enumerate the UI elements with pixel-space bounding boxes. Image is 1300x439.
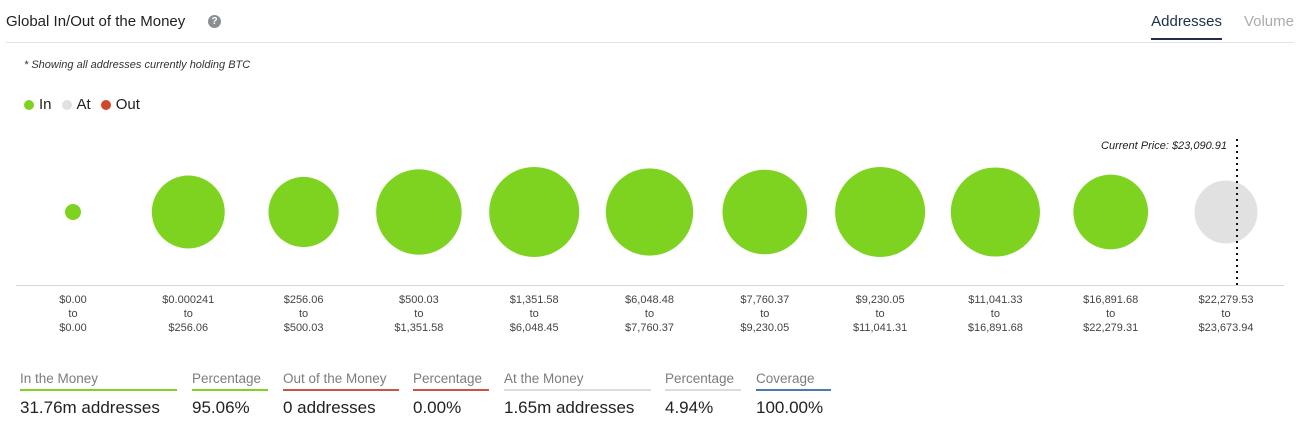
legend: In At Out bbox=[24, 96, 140, 113]
bucket-to-label: $23,673.94 bbox=[1198, 322, 1253, 334]
help-icon[interactable]: ? bbox=[208, 15, 221, 28]
page-title: Global In/Out of the Money bbox=[6, 13, 186, 30]
legend-item-in[interactable]: In bbox=[24, 96, 52, 113]
chart-note: * Showing all addresses currently holdin… bbox=[24, 59, 251, 71]
stat-value: 31.76m addresses bbox=[20, 398, 160, 417]
bubble-9[interactable] bbox=[1073, 174, 1149, 250]
bubble-5[interactable] bbox=[605, 168, 694, 256]
bucket-to-label: $0.00 bbox=[59, 322, 87, 334]
bubble-0[interactable] bbox=[65, 204, 81, 220]
bubble-10[interactable] bbox=[1194, 180, 1258, 244]
stat-rule bbox=[413, 389, 489, 391]
tab-addresses[interactable]: Addresses bbox=[1151, 13, 1222, 40]
bubble-6[interactable] bbox=[722, 169, 808, 255]
bucket-from-label: $7,760.37 bbox=[740, 294, 789, 306]
stat-at-percentage: Percentage 4.94% bbox=[665, 371, 741, 418]
stat-value: 4.94% bbox=[665, 398, 714, 417]
stat-rule bbox=[283, 389, 399, 391]
stat-out-percentage: Percentage 0.00% bbox=[413, 371, 489, 418]
bucket-from-label: $0.00 bbox=[59, 294, 87, 306]
stat-value: 0.00% bbox=[413, 398, 462, 417]
stat-in-percentage: Percentage 95.06% bbox=[192, 371, 268, 418]
bubble-chart: $0.00 to $0.00 $0.000241 to $256.06 $256.06 to $… bbox=[16, 139, 1284, 334]
bucket-to-label: $6,048.45 bbox=[510, 322, 559, 334]
legend-dot-at-icon bbox=[61, 99, 72, 110]
header-divider bbox=[6, 42, 1294, 43]
bucket-to-label: $1,351.58 bbox=[394, 322, 443, 334]
bubble-2[interactable] bbox=[268, 176, 339, 248]
stat-value: 0 addresses bbox=[283, 398, 376, 417]
bucket-to-word: to bbox=[760, 308, 769, 320]
stat-label: Percentage bbox=[413, 371, 483, 386]
bucket-from-label: $16,891.68 bbox=[1083, 294, 1138, 306]
tab-volume[interactable]: Volume bbox=[1243, 13, 1294, 30]
stat-coverage: Coverage 100.00% bbox=[756, 371, 831, 418]
bucket-to-label: $500.03 bbox=[284, 322, 324, 334]
bucket-to-word: to bbox=[414, 308, 423, 320]
bubble-4[interactable] bbox=[489, 167, 580, 257]
bucket-to-word: to bbox=[1221, 308, 1230, 320]
bucket-to-word: to bbox=[68, 308, 77, 320]
bucket-to-label: $7,760.37 bbox=[625, 322, 674, 334]
bucket-from-label: $9,230.05 bbox=[856, 294, 905, 306]
bucket-from-label: $11,041.33 bbox=[968, 294, 1022, 306]
bucket-from-label: $6,048.48 bbox=[625, 294, 674, 306]
bubble-8[interactable] bbox=[950, 167, 1040, 257]
stat-rule bbox=[756, 389, 831, 391]
stat-value: 1.65m addresses bbox=[504, 398, 635, 417]
legend-label-at: At bbox=[76, 96, 91, 113]
bubble-7[interactable] bbox=[835, 167, 926, 257]
stat-label: Percentage bbox=[192, 371, 262, 386]
legend-dot-in-icon bbox=[24, 99, 34, 110]
stat-label: Out of the Money bbox=[283, 371, 387, 386]
bubble-1[interactable] bbox=[151, 175, 225, 249]
bucket-to-word: to bbox=[299, 308, 308, 320]
bucket-from-label: $500.03 bbox=[399, 294, 439, 306]
legend-label-out: Out bbox=[115, 96, 140, 113]
stat-at-the-money: At the Money 1.65m addresses bbox=[504, 371, 651, 418]
stat-value: 95.06% bbox=[192, 398, 250, 417]
bucket-from-label: $0.000241 bbox=[162, 294, 214, 306]
stat-label: Coverage bbox=[756, 371, 815, 386]
bubble-3[interactable] bbox=[376, 169, 462, 255]
stat-label: Percentage bbox=[665, 371, 735, 386]
stat-rule bbox=[504, 389, 651, 391]
stat-label: At the Money bbox=[504, 371, 584, 386]
stat-value: 100.00% bbox=[756, 398, 824, 417]
bucket-to-label: $16,891.68 bbox=[968, 322, 1023, 334]
stat-in-the-money: In the Money 31.76m addresses bbox=[20, 371, 177, 418]
bucket-to-word: to bbox=[530, 308, 539, 320]
bucket-to-word: to bbox=[1106, 308, 1115, 320]
legend-dot-out-icon bbox=[100, 99, 111, 110]
legend-item-out[interactable]: Out bbox=[100, 96, 140, 113]
current-price-label: Current Price: $23,090.91 bbox=[1101, 140, 1227, 152]
bucket-to-label: $256.06 bbox=[168, 322, 208, 334]
legend-label-in: In bbox=[39, 96, 52, 113]
bucket-to-label: $22,279.31 bbox=[1083, 322, 1138, 334]
bucket-to-word: to bbox=[184, 308, 193, 320]
stat-rule bbox=[665, 389, 741, 391]
bucket-from-label: $1,351.58 bbox=[510, 294, 559, 306]
header: Global In/Out of the Money ? Addresses V… bbox=[0, 0, 1300, 42]
stat-rule bbox=[192, 389, 268, 391]
bucket-to-label: $11,041.31 bbox=[853, 322, 907, 334]
bucket-to-word: to bbox=[876, 308, 885, 320]
bucket-to-word: to bbox=[645, 308, 654, 320]
bucket-to-word: to bbox=[991, 308, 1000, 320]
legend-item-at[interactable]: At bbox=[61, 96, 91, 113]
bucket-to-label: $9,230.05 bbox=[740, 322, 789, 334]
stat-rule bbox=[20, 389, 177, 391]
stat-out-of-the-money: Out of the Money 0 addresses bbox=[283, 371, 399, 418]
bucket-from-label: $256.06 bbox=[284, 294, 324, 306]
bucket-from-label: $22,279.53 bbox=[1198, 294, 1253, 306]
stat-label: In the Money bbox=[20, 371, 99, 386]
